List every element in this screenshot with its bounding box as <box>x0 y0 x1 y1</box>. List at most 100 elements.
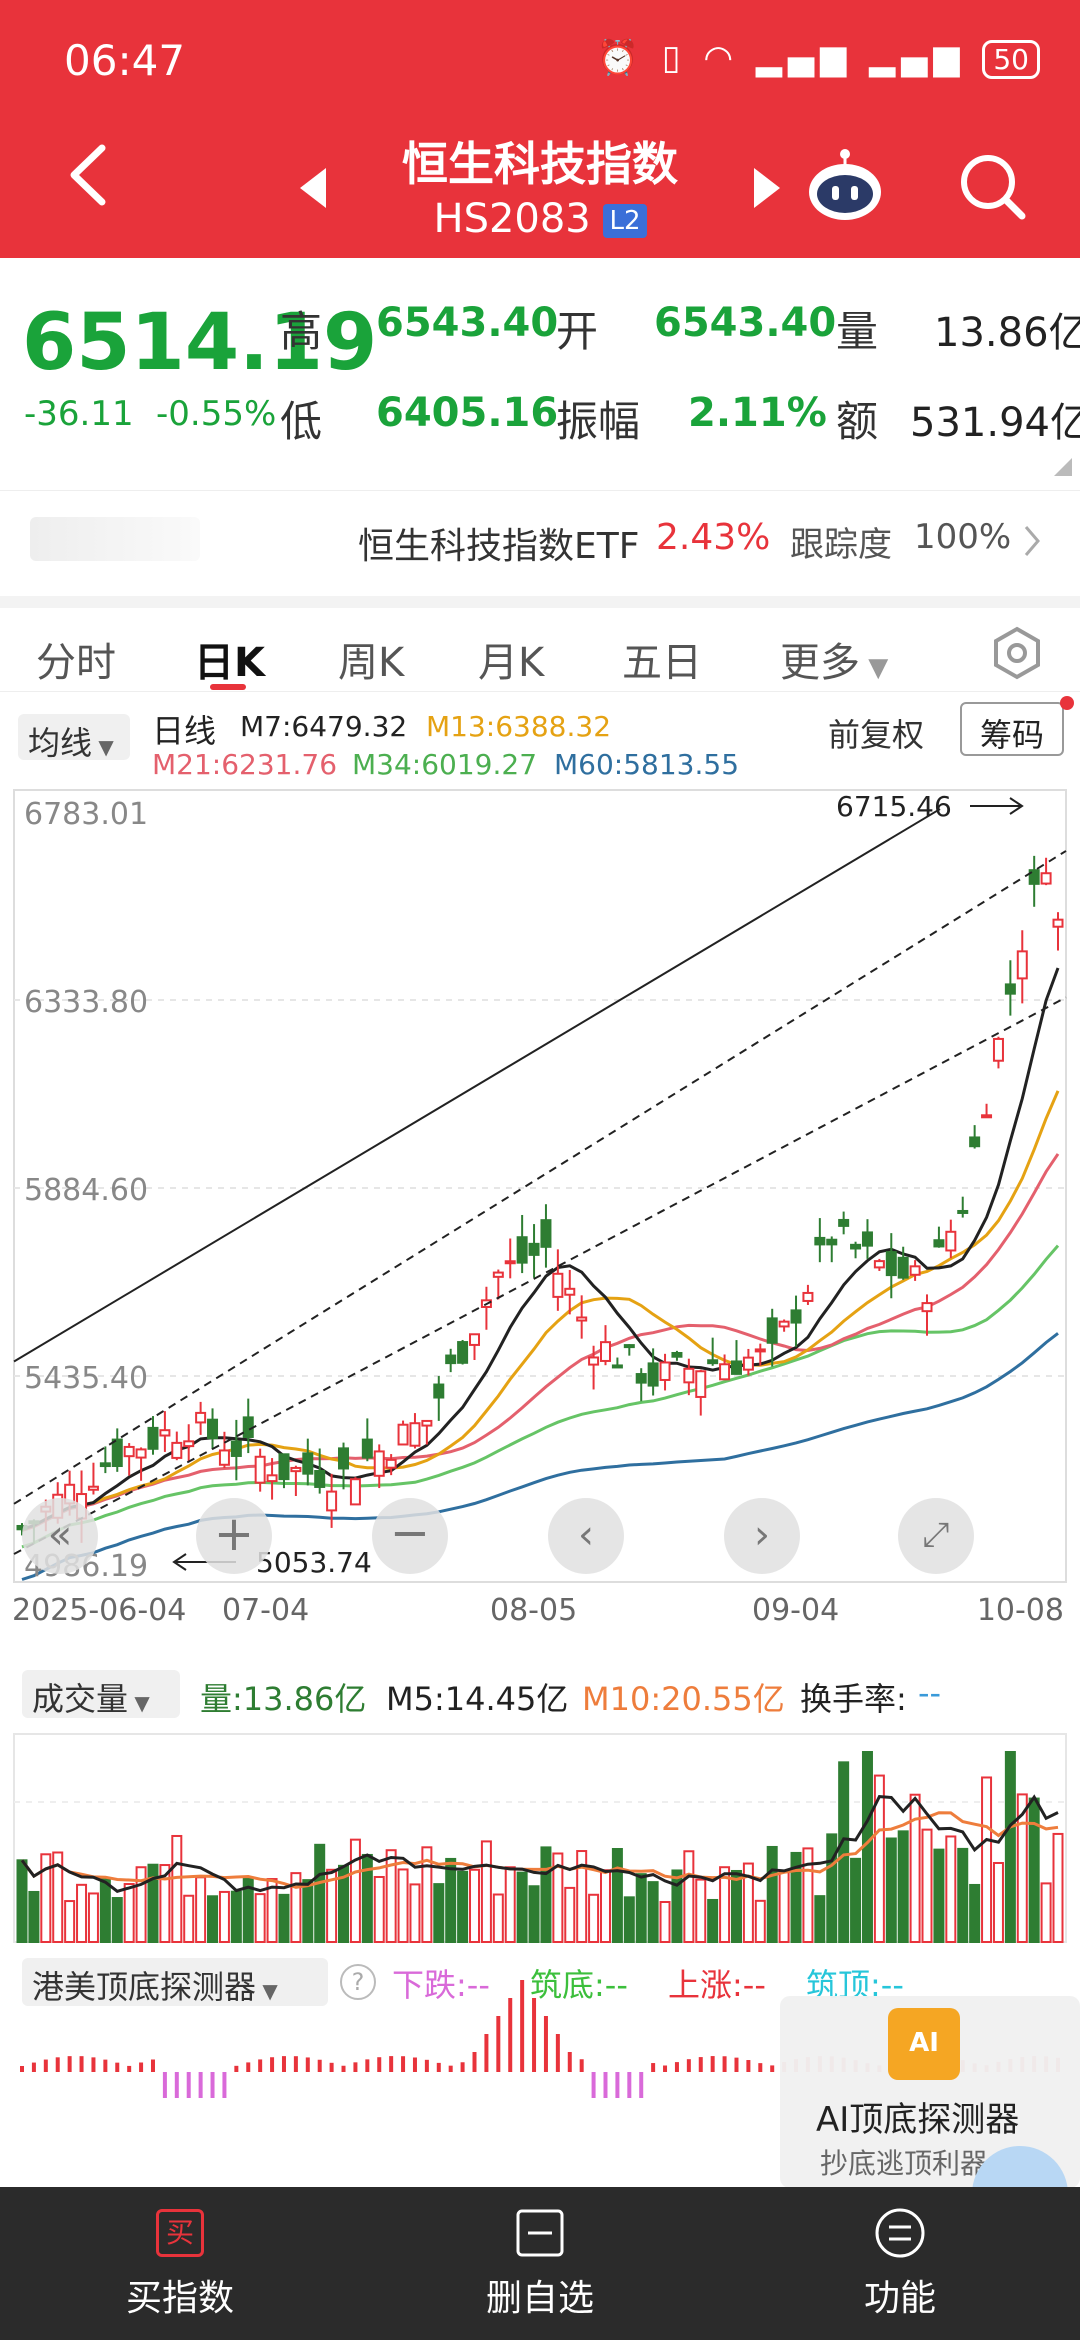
expand-corner-icon[interactable] <box>1054 458 1072 476</box>
app-header: 06:47 ⏰ ▯ ◠ ▂▄▆ ▂▄▆ 50 恒生科技指数 HS2083 L2 <box>0 0 1080 258</box>
remove-watchlist-button[interactable]: 删自选 <box>420 2187 660 2340</box>
detector-bottom: 筑底:-- <box>530 1966 628 2004</box>
volume-bar <box>40 1853 52 1943</box>
candle-body <box>469 1333 481 1346</box>
volume-bar <box>754 1899 766 1943</box>
fullscreen-button[interactable]: ⤢ <box>898 1498 974 1574</box>
volume-bar <box>230 1890 242 1944</box>
detector-bar <box>341 2065 346 2072</box>
detector-bar <box>758 2063 763 2072</box>
help-icon[interactable]: ? <box>340 1964 376 2000</box>
detector-bar <box>55 2057 60 2072</box>
volume-bar <box>897 1830 909 1944</box>
tab-five-day[interactable]: 五日 <box>622 640 702 686</box>
volume-bar <box>99 1878 111 1944</box>
x-axis-label: 08-05 <box>490 1593 577 1628</box>
volume-selector[interactable]: 成交量 ▼ <box>22 1670 180 1718</box>
volume-bar <box>623 1896 635 1943</box>
ma34-line <box>21 1244 1060 1549</box>
detector-bar <box>555 2034 560 2072</box>
detector-bar <box>770 2065 775 2072</box>
back-icon[interactable] <box>60 140 120 210</box>
settings-hex-icon[interactable] <box>990 626 1044 680</box>
etf-sparkline <box>30 517 200 561</box>
candle-body <box>814 1236 826 1246</box>
detector-bar <box>186 2072 191 2098</box>
detector-selector[interactable]: 港美顶底探测器 ▼ <box>22 1958 328 2006</box>
candle-body <box>588 1356 600 1366</box>
etf-name: 恒生科技指数ETF <box>358 526 640 567</box>
candle-body <box>850 1243 862 1250</box>
volume-bar <box>802 1847 814 1943</box>
detector-bar <box>543 2016 548 2072</box>
prev-stock-icon[interactable] <box>300 168 326 208</box>
candle-body <box>183 1440 195 1448</box>
volume-bar <box>838 1761 850 1943</box>
detector-bar <box>198 2072 203 2098</box>
scroll-left-button[interactable]: ‹ <box>548 1498 624 1574</box>
candle-body <box>1004 983 1016 995</box>
buy-index-button[interactable]: 买 买指数 <box>60 2187 300 2340</box>
zoom-in-button[interactable]: + <box>196 1498 272 1574</box>
volume-bar <box>528 1885 540 1943</box>
candle-body <box>111 1438 123 1468</box>
detector-bar <box>412 2057 417 2072</box>
candle-body <box>516 1236 528 1264</box>
tab-more[interactable]: 更多 ▼ <box>780 630 888 688</box>
candle-body <box>135 1448 147 1459</box>
search-icon[interactable] <box>956 150 1028 222</box>
menu-icon <box>875 2208 925 2258</box>
amount-label: 额 <box>836 397 879 446</box>
volume-bar <box>695 1878 707 1943</box>
y-axis-label: 6783.01 <box>24 797 148 832</box>
y-axis-label: 5435.40 <box>24 1361 148 1396</box>
volume-bar <box>957 1847 969 1944</box>
functions-button[interactable]: 功能 <box>780 2187 1020 2340</box>
ai-detector-subtitle: 抄底逃顶利器 <box>820 2147 989 2180</box>
volume-bar <box>135 1866 147 1943</box>
candle-body <box>599 1341 611 1362</box>
volume-bar <box>242 1877 254 1943</box>
etf-bar[interactable]: 恒生科技指数ETF 2.43% 跟踪度 100% <box>0 490 1080 590</box>
volume-bar <box>588 1893 600 1944</box>
ai-detector-card[interactable]: AI AI顶底探测器 抄底逃顶利器 <box>780 1996 1080 2206</box>
ai-badge-icon: AI <box>888 2008 960 2080</box>
candle-body <box>838 1218 850 1227</box>
candle-body <box>623 1344 635 1349</box>
next-stock-icon[interactable] <box>754 168 780 208</box>
chip-button[interactable]: 筹码 <box>960 702 1064 756</box>
volume-bar <box>326 1868 338 1943</box>
scroll-right-button[interactable]: › <box>724 1498 800 1574</box>
volume-bar <box>314 1843 326 1944</box>
adjust-button[interactable]: 前复权 <box>828 716 925 754</box>
fast-rewind-button[interactable]: « <box>22 1498 98 1574</box>
candle-body <box>1016 950 1028 980</box>
functions-label: 功能 <box>863 2278 936 2319</box>
candle-body <box>730 1360 742 1375</box>
candle-body <box>540 1219 552 1248</box>
candle-body <box>159 1429 171 1437</box>
tab-daily[interactable]: 日K <box>194 640 265 686</box>
tab-intraday[interactable]: 分时 <box>36 640 116 686</box>
detector-bar <box>139 2062 144 2072</box>
low-label: 低 <box>280 397 323 446</box>
zoom-out-button[interactable]: − <box>372 1498 448 1574</box>
candle-body <box>421 1419 433 1427</box>
detector-bar <box>520 1980 525 2072</box>
robot-assistant-icon[interactable] <box>806 146 884 224</box>
volume-bar <box>778 1870 790 1943</box>
candle-body <box>87 1485 99 1491</box>
detector-bar <box>663 2065 668 2072</box>
volume-bar <box>469 1868 481 1943</box>
tab-weekly[interactable]: 周K <box>338 640 405 686</box>
volume-bar <box>814 1895 826 1944</box>
kline-chart[interactable]: 6783.016333.805884.605435.404986.196715.… <box>0 782 1080 2187</box>
volume-current: 量:13.86亿 <box>200 1680 367 1718</box>
volume-bar <box>290 1872 302 1944</box>
candle-body <box>611 1364 623 1369</box>
tab-monthly[interactable]: 月K <box>478 640 545 686</box>
volume-bar <box>635 1873 647 1944</box>
ma-selector[interactable]: 均线 ▼ <box>18 714 130 762</box>
volume-bar <box>87 1892 99 1943</box>
detector-bar <box>698 2057 703 2072</box>
